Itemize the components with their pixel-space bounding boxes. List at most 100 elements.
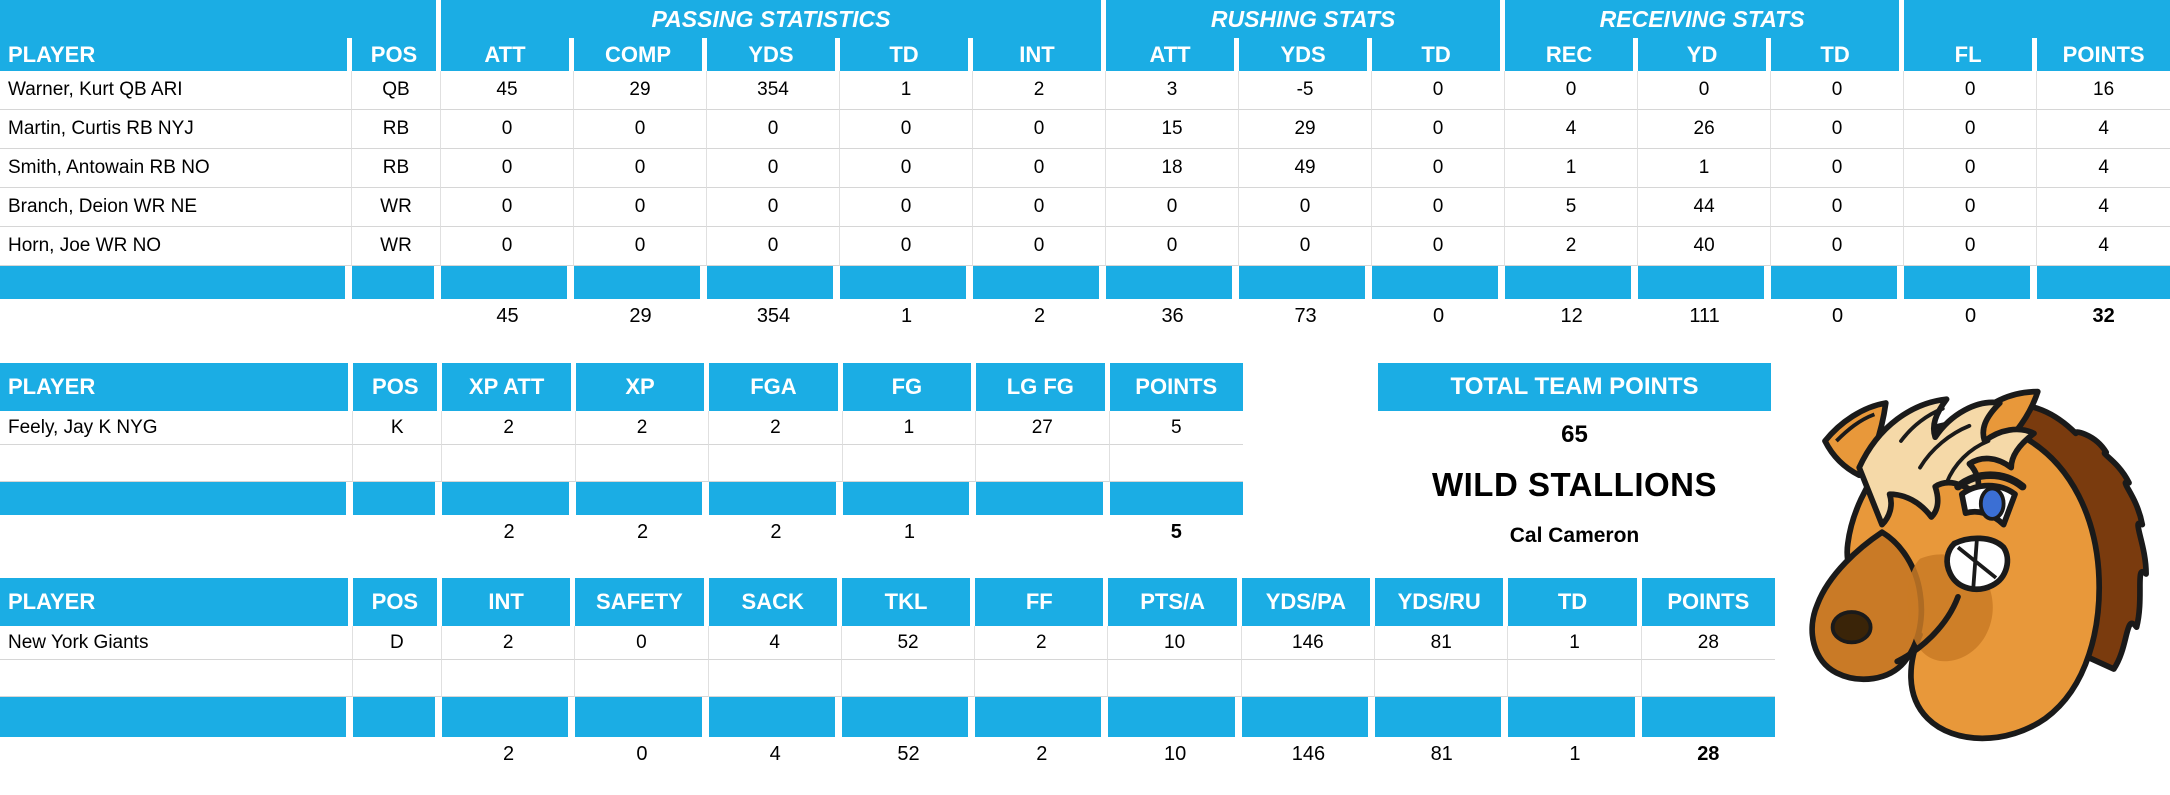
- player-cell[interactable]: New York Giants: [0, 626, 353, 660]
- stat-cell[interactable]: 45: [441, 71, 574, 110]
- stat-cell[interactable]: 0: [1771, 227, 1905, 266]
- empty-cell[interactable]: [708, 660, 842, 697]
- total-cell[interactable]: 52: [841, 737, 976, 771]
- spacer-cell[interactable]: [1771, 266, 1905, 299]
- player-cell[interactable]: Warner, Kurt QB ARI: [0, 71, 352, 110]
- column-header-pos[interactable]: POS: [352, 38, 441, 71]
- spacer-cell[interactable]: [975, 697, 1109, 737]
- stat-cell[interactable]: 0: [1372, 188, 1506, 227]
- total-cell[interactable]: 45: [441, 299, 574, 333]
- total-cell[interactable]: 10: [1108, 737, 1242, 771]
- stat-cell[interactable]: RB: [352, 149, 441, 188]
- total-cell[interactable]: 1: [840, 299, 973, 333]
- stat-cell[interactable]: 0: [574, 149, 707, 188]
- stat-cell[interactable]: 0: [973, 227, 1107, 266]
- spacer-cell[interactable]: [841, 697, 976, 737]
- column-header-fga[interactable]: FGA: [709, 363, 843, 411]
- stat-cell[interactable]: 0: [1771, 110, 1905, 149]
- empty-cell[interactable]: [575, 660, 709, 697]
- stat-cell[interactable]: 354: [707, 71, 840, 110]
- stat-cell[interactable]: 49: [1239, 149, 1373, 188]
- column-header-ff[interactable]: FF: [975, 578, 1109, 626]
- spacer-cell[interactable]: [973, 266, 1107, 299]
- stat-cell[interactable]: 16: [2037, 71, 2170, 110]
- group-header-blank[interactable]: [1904, 0, 2170, 38]
- empty-cell[interactable]: [1241, 660, 1376, 697]
- stat-cell[interactable]: 4: [1505, 110, 1639, 149]
- stat-cell[interactable]: 27: [976, 411, 1110, 445]
- spacer-cell[interactable]: [1641, 697, 1775, 737]
- stat-cell[interactable]: 0: [441, 149, 574, 188]
- group-header-passing-statistics[interactable]: PASSING STATISTICS: [441, 0, 1107, 38]
- column-header-sack[interactable]: SACK: [708, 578, 842, 626]
- spacer-cell[interactable]: [441, 266, 574, 299]
- stat-cell[interactable]: 0: [840, 227, 973, 266]
- column-header-points[interactable]: POINTS: [2037, 38, 2170, 71]
- stat-cell[interactable]: 0: [1106, 227, 1240, 266]
- total-cell[interactable]: 2: [441, 737, 576, 771]
- total-cell[interactable]: [353, 515, 443, 549]
- total-team-points-value[interactable]: 65: [1561, 421, 1588, 448]
- spacer-cell[interactable]: [1239, 266, 1373, 299]
- column-header-comp[interactable]: COMP: [574, 38, 707, 71]
- column-header-xp[interactable]: XP: [575, 363, 710, 411]
- stat-cell[interactable]: 0: [1904, 71, 2038, 110]
- spacer-cell[interactable]: [1375, 697, 1509, 737]
- column-header-td[interactable]: TD: [1372, 38, 1506, 71]
- stat-cell[interactable]: 0: [1505, 71, 1639, 110]
- stat-cell[interactable]: 44: [1638, 188, 1772, 227]
- stat-cell[interactable]: 28: [1641, 626, 1775, 660]
- player-cell[interactable]: Branch, Deion WR NE: [0, 188, 352, 227]
- column-header-fl[interactable]: FL: [1904, 38, 2038, 71]
- column-header-pos[interactable]: POS: [353, 363, 443, 411]
- group-header-rushing-stats[interactable]: RUSHING STATS: [1106, 0, 1506, 38]
- empty-cell[interactable]: [1508, 660, 1642, 697]
- total-cell[interactable]: 12: [1505, 299, 1639, 333]
- stat-cell[interactable]: 2: [441, 626, 576, 660]
- column-header-xp-att[interactable]: XP ATT: [442, 363, 576, 411]
- column-header-td[interactable]: TD: [1508, 578, 1642, 626]
- empty-cell[interactable]: [1108, 660, 1242, 697]
- spacer-cell[interactable]: [1106, 266, 1240, 299]
- spacer-cell[interactable]: [352, 266, 441, 299]
- spacer-cell[interactable]: [840, 266, 973, 299]
- stat-cell[interactable]: 0: [1771, 149, 1905, 188]
- stat-cell[interactable]: 15: [1106, 110, 1240, 149]
- spacer-cell[interactable]: [352, 697, 442, 737]
- spacer-cell[interactable]: [575, 697, 709, 737]
- column-header-yds-pa[interactable]: YDS/PA: [1241, 578, 1376, 626]
- empty-cell[interactable]: [1375, 660, 1509, 697]
- spacer-cell[interactable]: [1241, 697, 1376, 737]
- stat-cell[interactable]: 0: [441, 227, 574, 266]
- stat-cell[interactable]: 40: [1638, 227, 1772, 266]
- column-header-int[interactable]: INT: [973, 38, 1107, 71]
- stat-cell[interactable]: 0: [707, 110, 840, 149]
- stat-cell[interactable]: 4: [2037, 227, 2170, 266]
- column-header-pts-a[interactable]: PTS/A: [1108, 578, 1242, 626]
- stat-cell[interactable]: 0: [973, 149, 1107, 188]
- stat-cell[interactable]: 0: [1638, 71, 1772, 110]
- total-team-points-banner[interactable]: TOTAL TEAM POINTS: [1378, 363, 1771, 411]
- stat-cell[interactable]: 1: [1508, 626, 1642, 660]
- total-cell[interactable]: 2: [709, 515, 843, 549]
- stat-cell[interactable]: 29: [574, 71, 707, 110]
- stat-cell[interactable]: 0: [1372, 71, 1506, 110]
- spacer-cell[interactable]: [1109, 482, 1243, 515]
- spacer-cell[interactable]: [575, 482, 710, 515]
- stat-cell[interactable]: 4: [2037, 188, 2170, 227]
- empty-cell[interactable]: [1641, 660, 1775, 697]
- column-header-td[interactable]: TD: [1771, 38, 1905, 71]
- stat-cell[interactable]: 0: [707, 188, 840, 227]
- total-cell[interactable]: 2: [442, 515, 576, 549]
- total-cell[interactable]: 28: [1641, 737, 1775, 771]
- empty-cell[interactable]: [353, 445, 443, 482]
- column-header-yds[interactable]: YDS: [1239, 38, 1373, 71]
- stat-cell[interactable]: 0: [574, 188, 707, 227]
- stat-cell[interactable]: 1: [840, 71, 973, 110]
- stat-cell[interactable]: 0: [1771, 188, 1905, 227]
- spacer-cell[interactable]: [1108, 697, 1242, 737]
- spacer-cell[interactable]: [353, 482, 443, 515]
- empty-cell[interactable]: [1109, 445, 1243, 482]
- stat-cell[interactable]: WR: [352, 188, 441, 227]
- stat-cell[interactable]: 0: [574, 227, 707, 266]
